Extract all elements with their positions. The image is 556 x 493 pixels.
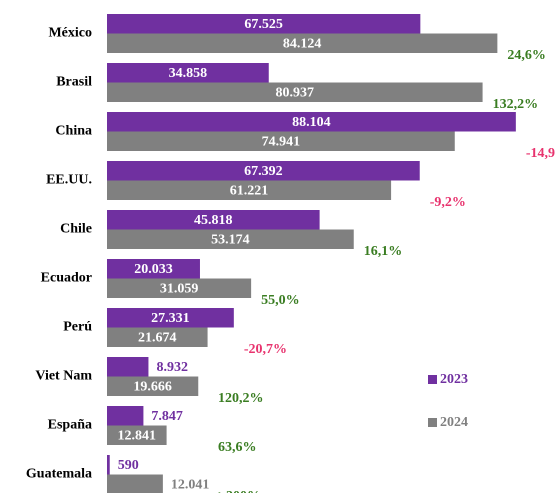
bar: [107, 455, 110, 475]
legend-swatch: [428, 418, 437, 427]
category-label: España: [48, 418, 92, 433]
bar: [107, 112, 516, 132]
category-label: Perú: [63, 320, 92, 335]
bar: [107, 33, 498, 53]
bar: [107, 82, 483, 102]
bar: [107, 278, 252, 298]
value-label: 7.847: [151, 409, 183, 424]
bar: [107, 229, 354, 249]
change-label: 63,6%: [218, 440, 257, 455]
category-label: China: [55, 124, 92, 139]
bar: [107, 406, 144, 426]
value-label: 80.937: [276, 85, 315, 100]
change-label: -9,2%: [430, 195, 466, 210]
value-label: 74.941: [262, 134, 301, 149]
legend-label: 2023: [440, 372, 468, 387]
bar: [107, 425, 167, 445]
change-label: 55,0%: [261, 293, 300, 308]
change-label: >200%: [218, 489, 261, 493]
bar: [107, 376, 199, 396]
bar: [107, 161, 420, 181]
value-label: 12.841: [118, 428, 157, 443]
value-label: 88.104: [292, 115, 331, 130]
category-label: Viet Nam: [35, 369, 92, 384]
value-label: 590: [118, 458, 139, 473]
bar: [107, 474, 163, 493]
legend-label: 2024: [440, 415, 468, 430]
bar: [107, 308, 234, 328]
value-label: 34.858: [169, 66, 208, 81]
category-label: EE.UU.: [46, 173, 92, 188]
value-label: 61.221: [230, 183, 269, 198]
bar: [107, 327, 208, 347]
legend-swatch: [428, 375, 437, 384]
value-label: 8.932: [156, 360, 188, 375]
category-label: Guatemala: [26, 467, 92, 482]
value-label: 27.331: [151, 311, 190, 326]
value-label: 45.818: [194, 213, 233, 228]
category-label: Ecuador: [41, 271, 92, 286]
value-label: 12.041: [171, 477, 210, 492]
value-label: 21.674: [138, 330, 177, 345]
change-label: 24,6%: [507, 48, 546, 63]
bar: [107, 210, 320, 230]
change-label: 120,2%: [218, 391, 264, 406]
value-label: 20.033: [134, 262, 173, 277]
value-label: 67.525: [244, 17, 283, 32]
value-label: 84.124: [283, 36, 322, 51]
change-label: -20,7%: [244, 342, 287, 357]
bar: [107, 180, 392, 200]
bar: [107, 259, 200, 279]
category-label: México: [48, 26, 92, 41]
category-label: Brasil: [56, 75, 92, 90]
bar: [107, 131, 455, 151]
bar: [107, 63, 269, 83]
change-label: 132,2%: [493, 97, 539, 112]
category-label: Chile: [60, 222, 92, 237]
value-label: 53.174: [211, 232, 250, 247]
bar: [107, 357, 149, 377]
change-label: -14,9%: [526, 146, 556, 161]
change-label: 16,1%: [364, 244, 403, 259]
value-label: 31.059: [160, 281, 199, 296]
value-label: 67.392: [244, 164, 283, 179]
bar: [107, 14, 421, 34]
value-label: 19.666: [133, 379, 172, 394]
